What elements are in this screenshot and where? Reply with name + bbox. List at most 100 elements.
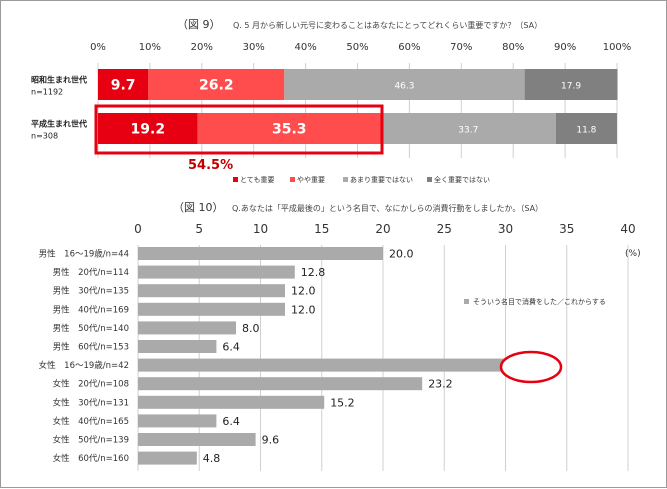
fig9-bar-segment [148,69,285,100]
fig10-category-label: 女性 60代/n=160 [53,453,129,464]
fig9-data-label: 19.2 [131,122,166,138]
fig9-tick-label: 20% [191,42,213,53]
fig9-legend-swatch [290,177,295,182]
fig10-data-label: 6.4 [222,415,240,428]
fig10-bar [138,414,217,428]
fig9-data-label: 17.9 [561,82,581,92]
fig10-category-label: 女性 30代/n=131 [53,397,129,408]
fig10-tick-label: 20 [375,222,390,236]
fig10-category-label: 男性 40代/n=169 [53,304,129,315]
fig10-bar [138,340,217,353]
fig10-data-label: 4.8 [203,452,221,465]
fig9-label: （図 9） [177,18,221,31]
fig10-legend-swatch [464,299,469,304]
fig10-bar [138,377,423,391]
fig9-bar-segment [555,113,617,144]
fig9-category-n: n=1192 [31,88,63,97]
fig9-tick-label: 80% [502,42,524,53]
fig9-legend-label: 全く重要ではない [434,175,490,184]
fig10-tick-label: 15 [314,222,329,236]
fig9-bar-segment [380,113,556,144]
fig10-bar [138,265,295,279]
fig9-data-label: 35.3 [272,122,307,138]
fig10-tick-label: 0 [134,222,142,236]
fig10-categories: 男性 16～19歳/n=44 男性 20代/n=114 男性 30代/n=135 男性… [39,249,129,465]
fig9-bar-segment [197,113,381,144]
fig10-data-label: 23.2 [428,378,453,391]
fig9-ticks: 0% 10% 20% 30% 40% 50% 60% 70% 80% 90% 100% [90,42,631,53]
fig10-bar [138,302,285,316]
fig9-legend-label: とても重要 [240,176,274,184]
fig10-tick-label: 40 [620,222,635,236]
fig10-data-label: 12.8 [301,266,326,279]
fig9-tick-label: 10% [139,42,161,53]
fig9-bar-segment [284,69,525,100]
fig10-category-label: 女性 16～19歳/n=42 [39,360,129,371]
fig9-bar-segment [524,69,618,100]
fig10-bar [138,284,285,298]
fig10-unit: (%) [625,249,641,259]
fig9-tick-label: 90% [554,42,576,53]
fig9-data-label: 26.2 [199,78,234,94]
fig9-data-label: 11.8 [576,126,596,136]
fig9-data-label: 33.7 [458,126,478,136]
fig9-category-name: 昭和生まれ世代 [31,75,87,85]
fig10-data-label: 12.0 [291,285,316,298]
fig10-highlight-circle [499,350,563,384]
fig10-data-label: 9.6 [262,434,280,447]
fig9-legend-label: やや重要 [297,176,325,184]
fig9-data-label: 46.3 [394,82,414,92]
fig10-bar [138,395,325,409]
fig9-annotation: 54.5% [188,158,233,173]
fig10-category-label: 男性 20代/n=114 [53,267,129,278]
fig9-legend-label: あまり重要ではない [350,176,413,184]
fig10-data-labels: 20.012.812.012.08.06.430.423.215.26.49.6… [203,248,549,466]
fig9-data-labels: 9.7 26.2 46.3 17.9 19.2 35.3 33.7 11.8 [111,78,597,138]
fig9-bar-segment [98,113,198,144]
fig9-category-n: n=308 [31,132,58,141]
fig9-tick-label: 60% [398,42,420,53]
fig10-category-label: 男性 60代/n=153 [53,342,129,353]
fig10-bar [138,321,236,335]
fig9-bars [98,69,618,144]
fig9-tick-label: 100% [603,42,632,53]
fig10-tick-label: 10 [253,222,268,236]
fig10-category-label: 男性 50代/n=140 [53,323,129,334]
fig10-bar [138,358,511,372]
fig10-category-label: 女性 40代/n=165 [53,416,129,427]
fig9-tick-label: 30% [243,42,265,53]
fig10-bars [138,247,511,465]
fig10-category-label: 男性 30代/n=135 [53,286,129,297]
fig9-title: Q. 5 月から新しい元号に変わることはあなたにとってどれくらい重要ですか？（S… [233,20,542,30]
fig9-bar-segment [98,69,149,100]
fig9-legend: とても重要 やや重要 あまり重要ではない 全く重要ではない [233,175,490,184]
fig10-label: （図 10） [173,201,224,214]
fig10-tick-label: 30 [498,222,513,236]
fig10-data-label: 12.0 [291,303,316,316]
fig10-tick-label: 25 [437,222,452,236]
fig10-legend: そういう名目で消費をした／これからする [464,297,606,306]
fig9-legend-swatch [427,177,432,182]
fig10-legend-label: そういう名目で消費をした／これからする [473,297,606,306]
fig9-tick-label: 0% [90,42,106,53]
fig9-category-name: 平成生まれ世代 [31,119,87,129]
fig9-highlight-box [94,104,384,155]
fig9-tick-label: 50% [346,42,368,53]
fig9-tick-label: 70% [450,42,472,53]
fig10-title: Q.あなたは「平成最後の」という名目で、なにかしらの消費行動をしましたか。（SA… [232,203,543,213]
fig9-tick-label: 40% [294,42,316,53]
fig10-data-label: 8.0 [242,322,260,335]
fig9-legend-swatch [233,177,238,182]
fig10-tick-label: 35 [559,222,574,236]
fig10-bar [138,451,197,465]
fig10-bar [138,247,383,260]
fig10-category-label: 女性 50代/n=139 [53,435,129,446]
fig10-data-label: 20.0 [389,248,414,261]
fig10-bar [138,433,256,446]
fig10-category-label: 女性 20代/n=108 [53,379,129,390]
fig10-category-label: 男性 16～19歳/n=44 [39,249,129,260]
fig10-data-label: 15.2 [330,396,355,409]
fig10-tick-label: 5 [195,222,203,236]
